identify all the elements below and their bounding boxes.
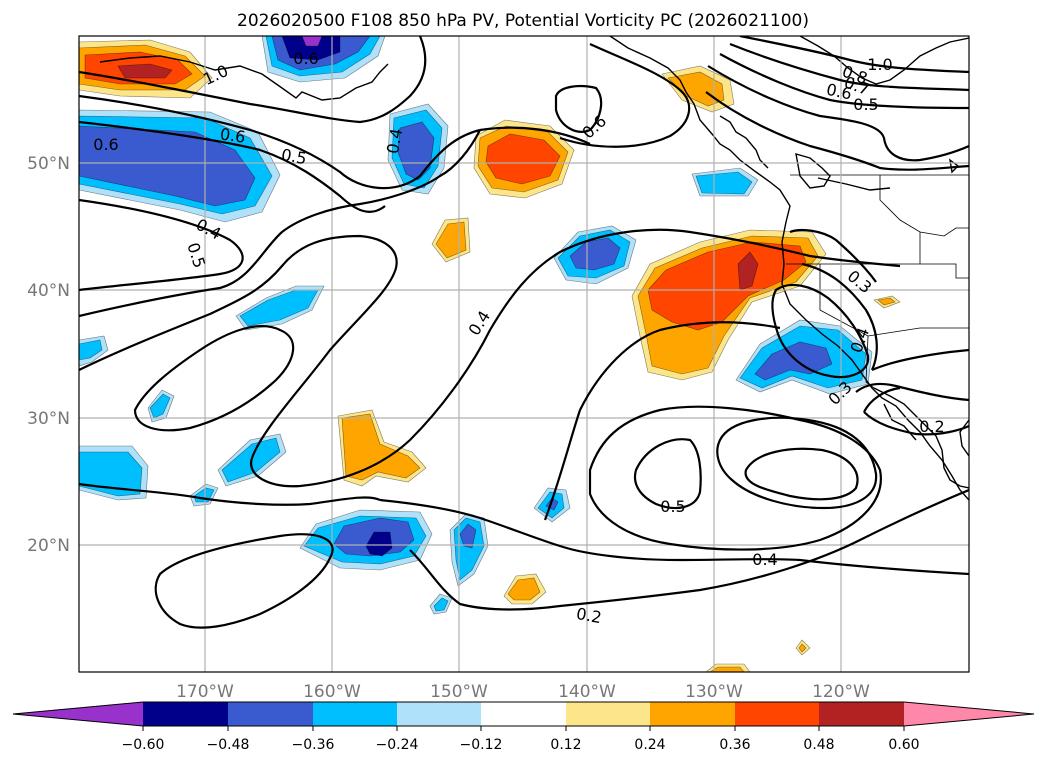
colorbar-extend-max xyxy=(904,702,1034,726)
contour-label: 0.4 xyxy=(752,550,777,569)
colorbar-ticks xyxy=(142,726,905,731)
colorbar-tick-label: −0.48 xyxy=(207,737,250,753)
neg-off-california xyxy=(735,319,873,395)
pos-near-27n xyxy=(337,409,427,487)
y-tick-label: 30°N xyxy=(27,409,70,429)
pos-small-se xyxy=(705,295,901,672)
neg-near-49n xyxy=(691,167,759,197)
contour-label: 0.6 xyxy=(293,49,318,68)
colorbar-bin xyxy=(481,702,566,726)
neg-west-26n xyxy=(79,445,149,501)
map-frame xyxy=(78,35,970,673)
colorbar-tick-label: 0.60 xyxy=(888,737,919,753)
colorbar-tick-label: 0.24 xyxy=(634,737,665,753)
y-tick-label: 40°N xyxy=(27,281,70,301)
neg-top xyxy=(261,36,386,83)
contour-label: 0.5 xyxy=(280,145,308,168)
x-axis-labels: 170°W 160°W 150°W 140°W 130°W 120°W xyxy=(176,682,870,702)
y-axis-labels: 50°N 40°N 30°N 20°N xyxy=(27,154,70,556)
colorbar-tick-label: −0.60 xyxy=(122,737,165,753)
colorbar-tick-label: −0.36 xyxy=(292,737,335,753)
contour-label: 1.0 xyxy=(867,55,892,74)
contour-label: 0.6 xyxy=(93,135,118,154)
colorbar-bin xyxy=(313,702,397,726)
colorbar-tick-labels: −0.60 −0.48 −0.36 −0.24 −0.12 0.12 0.24 … xyxy=(122,737,920,753)
colorbar-tick-label: 0.36 xyxy=(719,737,750,753)
neg-hawaii xyxy=(299,509,433,571)
contour-label: 0.5 xyxy=(853,95,878,114)
colorbar-bin xyxy=(650,702,735,726)
neg-near-52n xyxy=(387,103,449,195)
colorbar-bin xyxy=(143,702,228,726)
chart-title: 2026020500 F108 850 hPa PV, Potential Vo… xyxy=(237,11,809,31)
colorbar: −0.60 −0.48 −0.36 −0.24 −0.12 0.12 0.24 … xyxy=(12,701,1035,753)
contour-label: 0.6 xyxy=(219,124,247,146)
x-tick-label: 150°W xyxy=(430,682,488,702)
y-tick-label: 50°N xyxy=(27,154,70,174)
colorbar-extend-min xyxy=(13,702,143,726)
pos-large-east xyxy=(631,229,827,381)
colorbar-bin xyxy=(228,702,313,726)
x-tick-label: 170°W xyxy=(176,682,234,702)
contour-label: 0.6 xyxy=(825,80,854,104)
x-tick-label: 130°W xyxy=(685,682,743,702)
colorbar-bin xyxy=(735,702,819,726)
border-layer xyxy=(786,174,969,389)
pos-near-17n xyxy=(503,573,547,605)
y-tick-label: 20°N xyxy=(27,536,70,556)
contour-layer xyxy=(79,36,969,629)
map-panel: 1.0 0.6 0.6 0.6 0.5 0.4 0.4 0.5 0.6 0.4 … xyxy=(78,35,970,673)
neg-near-42n xyxy=(553,225,637,285)
colorbar-tick-label: −0.24 xyxy=(376,737,419,753)
contour-label: 0.4 xyxy=(383,127,406,155)
x-tick-label: 140°W xyxy=(558,682,616,702)
x-tick-label: 160°W xyxy=(303,682,361,702)
colorbar-tick-label: −0.12 xyxy=(460,737,503,753)
colorbar-tick-label: 0.12 xyxy=(550,737,581,753)
colorbar-tick-label: 0.48 xyxy=(803,737,834,753)
pos-nw-corner xyxy=(79,39,213,99)
x-tick-label: 120°W xyxy=(812,682,870,702)
neg-near-39n xyxy=(235,285,325,331)
pos-near-51n xyxy=(473,119,575,199)
contour-label: 0.2 xyxy=(575,604,603,627)
colorbar-bin xyxy=(566,702,650,726)
contour-label: 0.5 xyxy=(660,497,685,516)
colorbar-bin xyxy=(819,702,904,726)
neg-west-50n xyxy=(79,109,281,223)
colorbar-bin xyxy=(397,702,481,726)
contour-label: 0.2 xyxy=(919,417,944,436)
shading-layer xyxy=(79,36,901,672)
coastline-layer xyxy=(99,36,969,501)
